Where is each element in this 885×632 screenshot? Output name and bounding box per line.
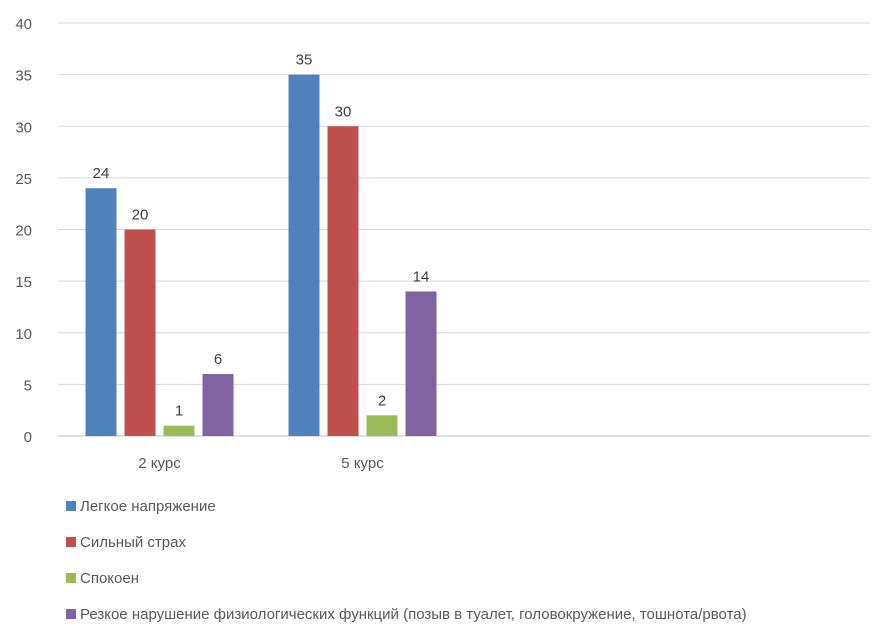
y-tick-label: 20	[15, 223, 32, 240]
chart-area: 0 5 10 15 20 25 30 35 40 24 20 1 6 35 30 2 14 2 курс 5 к…	[15, 16, 870, 623]
legend-label-series-2: Сильный страх	[80, 533, 186, 551]
data-label: 30	[335, 103, 352, 120]
y-tick-label: 40	[15, 16, 32, 33]
data-label: 14	[413, 268, 430, 285]
legend-item-series-3: Спокоен	[66, 560, 747, 596]
legend-label-series-3: Спокоен	[80, 569, 139, 587]
legend-swatch-series-1	[66, 501, 76, 511]
y-tick-label: 35	[15, 68, 32, 85]
x-tick-label: 5 курс	[341, 455, 384, 472]
data-label: 20	[132, 207, 149, 224]
y-tick-label: 30	[15, 119, 32, 136]
bar	[405, 291, 437, 436]
bar	[327, 126, 359, 436]
legend-swatch-series-4	[66, 609, 76, 619]
gridlines	[58, 22, 870, 437]
legend-item-series-1: Легкое напряжение	[66, 488, 747, 524]
data-label: 6	[214, 351, 222, 368]
bar	[288, 74, 320, 436]
data-label: 24	[93, 165, 110, 182]
y-tick-label: 5	[24, 377, 32, 394]
bar	[163, 425, 195, 436]
x-axis-ticks: 2 курс 5 курс	[138, 455, 384, 472]
legend: Легкое напряжение Сильный страх Спокоен …	[66, 488, 747, 632]
data-label: 2	[378, 392, 386, 409]
legend-item-series-2: Сильный страх	[66, 524, 747, 560]
legend-item-series-4: Резкое нарушение физиологических функций…	[66, 596, 747, 632]
x-tick-label: 2 курс	[138, 455, 181, 472]
data-label: 35	[296, 52, 313, 69]
y-tick-label: 25	[15, 171, 32, 188]
bar	[202, 374, 234, 436]
data-label: 1	[175, 403, 183, 420]
legend-swatch-series-3	[66, 573, 76, 583]
bar	[366, 415, 398, 436]
y-tick-label: 10	[15, 326, 32, 343]
y-tick-label: 15	[15, 274, 32, 291]
y-tick-label: 0	[24, 429, 32, 446]
y-axis-ticks: 0 5 10 15 20 25 30 35 40	[15, 16, 32, 446]
bar	[124, 229, 156, 436]
legend-swatch-series-2	[66, 537, 76, 547]
legend-label-series-1: Легкое напряжение	[80, 497, 216, 515]
legend-label-series-4: Резкое нарушение физиологических функций…	[80, 605, 747, 623]
bars	[85, 74, 437, 436]
bar	[85, 188, 117, 436]
